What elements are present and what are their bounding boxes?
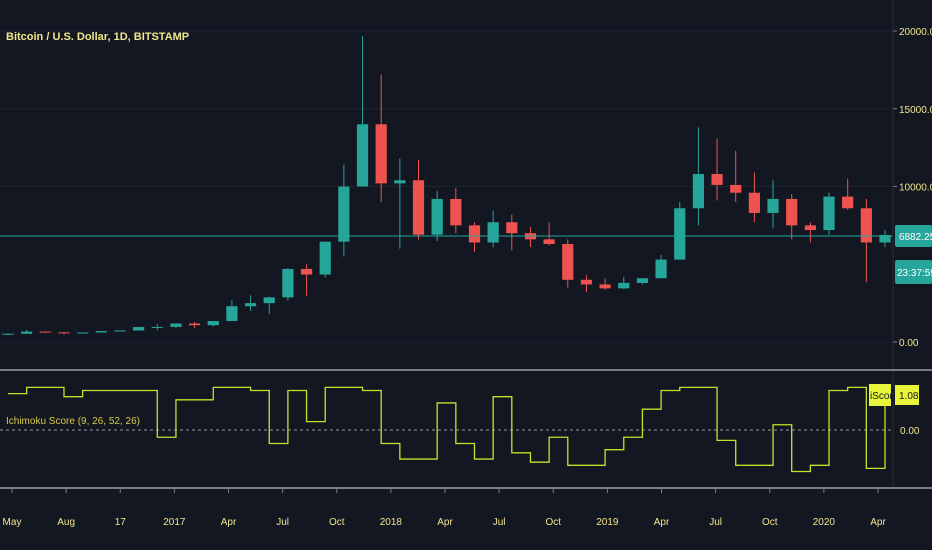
candle-body: [2, 333, 14, 335]
price-axis[interactable]: 20000.00 15000.00 10000.00 0.00: [893, 27, 932, 349]
candle-body: [748, 192, 760, 213]
candle-body: [711, 174, 723, 185]
candle-body: [39, 331, 51, 333]
iscore-label-tag: iScore: [869, 384, 899, 406]
candle-body: [468, 225, 481, 243]
iscore-line[interactable]: [8, 386, 886, 473]
time-tick-label: May: [3, 517, 22, 528]
candlestick-series[interactable]: [2, 36, 891, 336]
candle-body: [543, 239, 555, 245]
indicator-title[interactable]: Ichimoku Score (9, 26, 52, 26): [6, 416, 140, 427]
bar-countdown: 23:37:59: [897, 268, 932, 279]
candle-body: [804, 225, 816, 231]
symbol-title[interactable]: Bitcoin / U.S. Dollar, 1D, BITSTAMP: [6, 31, 189, 43]
time-tick-label: 2017: [163, 517, 186, 528]
candle-body: [842, 196, 854, 209]
time-tick-label: Apr: [437, 517, 453, 528]
indicator-zero-tick: 0.00: [900, 426, 920, 437]
candle-body: [375, 124, 387, 184]
candle-body: [394, 180, 406, 184]
candle-body: [487, 222, 499, 243]
candle-body: [282, 268, 294, 298]
iscore-label: iScore: [870, 391, 899, 402]
candle-body: [599, 284, 611, 289]
time-tick-label: Oct: [329, 517, 345, 528]
price-tick-label: 10000.00: [899, 183, 932, 194]
time-tick-label: Apr: [654, 517, 670, 528]
candle-body: [692, 174, 705, 209]
candle-body: [77, 332, 89, 334]
time-axis[interactable]: May Aug 17 2017 Apr Jul Oct 2018 Apr Jul Oct 2019 Ap…: [3, 488, 887, 528]
candle-body: [58, 332, 70, 334]
iscore-value: 1.08: [899, 391, 919, 402]
time-tick-label: Apr: [221, 517, 237, 528]
candle-body: [114, 330, 126, 332]
candle-body: [226, 306, 238, 322]
candle-body: [730, 184, 742, 193]
candle-body: [412, 180, 425, 235]
time-tick-label: Jul: [493, 517, 506, 528]
candle-body: [823, 196, 835, 231]
candle-body: [562, 244, 574, 280]
countdown-tag: 23:37:59: [895, 260, 932, 284]
candle-body: [151, 326, 163, 328]
time-tick-label: 2020: [813, 517, 836, 528]
candle-body: [95, 331, 107, 333]
price-tick-label: 0.00: [899, 338, 919, 349]
candle-body: [133, 327, 145, 331]
candle-body: [506, 222, 518, 234]
candle-body: [263, 297, 275, 304]
candle-body: [300, 268, 313, 275]
candle-body: [431, 198, 443, 235]
candle-body: [338, 186, 350, 242]
candle-body: [170, 323, 182, 327]
time-tick-label: 2018: [380, 517, 403, 528]
candle-body: [767, 198, 779, 213]
time-tick-label: Jul: [276, 517, 289, 528]
candle-body: [786, 198, 798, 226]
candle-body: [879, 234, 891, 243]
time-tick-label: 17: [115, 517, 127, 528]
time-tick-label: Apr: [870, 517, 886, 528]
grid-lines: [0, 30, 893, 343]
time-tick-label: Oct: [762, 517, 778, 528]
candle-body: [207, 321, 219, 326]
time-tick-label: Jul: [709, 517, 722, 528]
candle-body: [450, 198, 462, 226]
iscore-value-tag: 1.08: [895, 385, 919, 405]
candle-body: [356, 124, 369, 187]
time-tick-label: 2019: [596, 517, 619, 528]
last-price-tag: 6882.25: [895, 225, 932, 247]
candle-body: [21, 331, 33, 334]
candle-body: [860, 208, 872, 243]
time-tick-label: Oct: [545, 517, 561, 528]
time-tick-label: Aug: [57, 517, 75, 528]
candle-body: [636, 278, 649, 283]
candle-body: [618, 282, 630, 289]
candle-body: [244, 303, 257, 307]
last-price-value: 6882.25: [899, 232, 932, 243]
price-tick-label: 20000.00: [899, 27, 932, 38]
price-tick-label: 15000.00: [899, 105, 932, 116]
candle-body: [674, 208, 686, 260]
candle-body: [655, 259, 667, 279]
candle-body: [580, 279, 593, 285]
candle-body: [319, 241, 331, 275]
candle-body: [188, 323, 201, 326]
